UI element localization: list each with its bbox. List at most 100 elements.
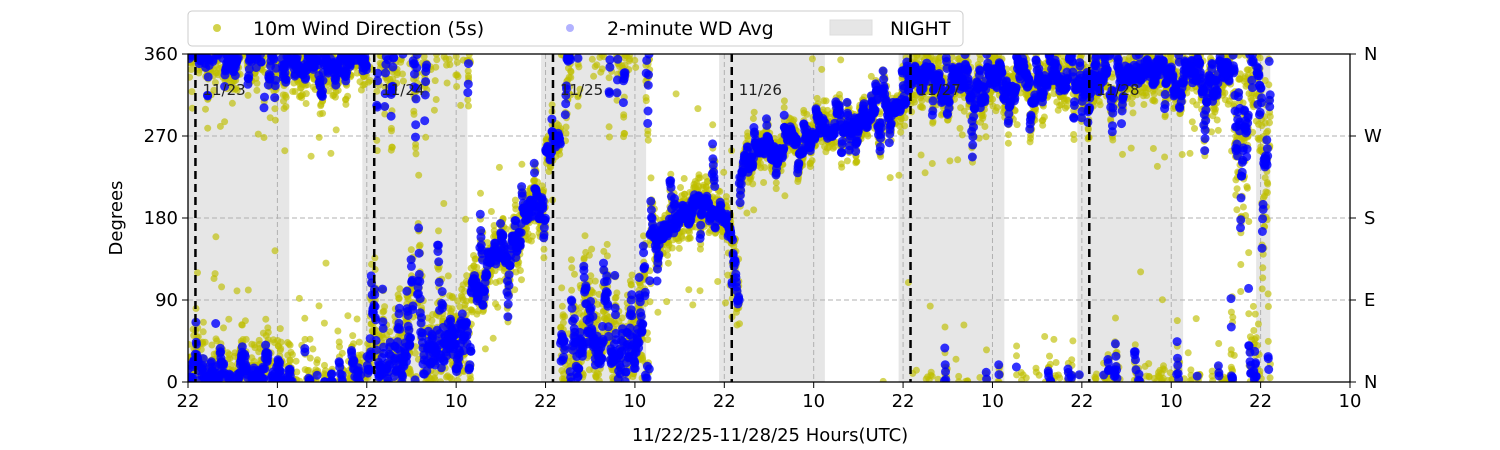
wind-5s-point [444, 272, 452, 280]
wind-5s-point [689, 301, 697, 309]
wind-5s-point [288, 351, 296, 359]
wind-5s-point [465, 102, 472, 110]
wind-5s-point [388, 143, 396, 151]
wind-5s-point [199, 318, 207, 326]
wind-5s-point [431, 77, 439, 85]
wind-5s-point [838, 163, 846, 171]
wind-5s-point [534, 178, 541, 186]
wind-5s-point [487, 208, 495, 215]
wind-5s-point [306, 335, 314, 343]
wind-5s-point [580, 254, 588, 262]
wind-5s-point [325, 87, 332, 95]
wind-5s-point [981, 123, 989, 130]
wind-5s-point [575, 63, 583, 71]
wind-5s-point [664, 251, 671, 259]
wind-5s-point [277, 338, 285, 346]
wind-5s-point [644, 136, 652, 144]
wind-5s-point [709, 121, 717, 129]
wind-5s-point [315, 133, 323, 141]
wind-5s-point [589, 289, 597, 297]
wind-5s-point [453, 83, 461, 90]
wind-5s-point [490, 222, 498, 229]
wind-5s-point [568, 264, 576, 272]
wind-5s-point [216, 122, 224, 130]
wind-5s-point [556, 150, 564, 158]
wind-5s-point [667, 170, 675, 178]
wind-5s-point [202, 105, 209, 113]
wind-5s-point [465, 54, 473, 58]
wind-5s-point [448, 305, 456, 313]
wind-5s-point [954, 156, 962, 164]
wind-5s-point [989, 95, 997, 103]
wind-5s-point [587, 272, 595, 280]
wind-5s-point [686, 234, 694, 242]
wind-5s-point [853, 158, 861, 166]
wind-5s-point [921, 169, 929, 177]
wind-5s-point [901, 122, 909, 130]
wind-5s-point [919, 104, 927, 112]
wind-5s-point [750, 206, 758, 214]
wind-5s-point [428, 317, 436, 325]
wind-5s-point [445, 55, 453, 63]
wind-5s-point [204, 124, 212, 132]
wind-5s-point [760, 179, 768, 186]
wind-5s-point [571, 270, 578, 278]
wind-5s-point [495, 163, 503, 171]
wind-5s-point [590, 72, 598, 80]
wind-5s-point [422, 133, 430, 141]
wind-5s-point [576, 85, 584, 93]
wind-5s-point [912, 366, 920, 374]
wind-5s-point [296, 377, 304, 382]
wind-5s-point [454, 73, 462, 81]
wind-5s-point [353, 315, 361, 323]
wind-5s-point [955, 372, 963, 380]
wind-5s-point [613, 96, 621, 104]
wind-5s-point [334, 327, 342, 335]
wind-5s-point [642, 97, 650, 105]
wind-5s-point [685, 286, 693, 294]
wind-5s-point [1013, 342, 1021, 350]
wind-5s-point [714, 278, 722, 285]
wind-5s-point [722, 299, 729, 307]
wind-5s-point [696, 245, 704, 253]
wind-5s-point [864, 132, 872, 140]
wind-5s-point [581, 232, 589, 240]
wind-5s-point [1005, 131, 1013, 139]
wind-5s-point [430, 106, 438, 114]
wind-5s-point [199, 328, 207, 336]
wind-5s-point [588, 245, 596, 253]
wind-5s-point [926, 302, 934, 310]
wind-5s-point [603, 240, 611, 248]
wind-5s-point [399, 77, 407, 85]
wind-5s-point [254, 130, 262, 138]
wind-5s-point [761, 164, 769, 171]
wind-5s-point [338, 349, 346, 357]
wind-5s-point [781, 192, 789, 200]
wind-5s-point [454, 376, 462, 382]
wind-5s-point [349, 332, 357, 340]
wind-5s-point [628, 271, 636, 279]
wind-5s-point [465, 72, 472, 80]
wind-5s-point [313, 356, 321, 364]
wind-5s-point [631, 56, 639, 64]
wind-5s-point [306, 354, 314, 362]
wind-5s-point [188, 340, 193, 348]
wind-5s-point [399, 70, 406, 78]
wind-5s-point [271, 105, 279, 113]
wind-5s-point [320, 319, 328, 327]
wind-5s-point [309, 345, 317, 353]
wind-5s-point [960, 321, 968, 329]
wind-5s-point [720, 168, 728, 176]
wind-5s-point [454, 297, 462, 305]
wind-5s-point [1013, 121, 1021, 129]
data-points [188, 54, 1275, 382]
wind-5s-point [218, 283, 226, 291]
wind-5s-point [355, 338, 363, 346]
wind-5s-point [315, 302, 323, 310]
wind-5s-point [780, 97, 788, 105]
wind-5s-point [212, 233, 220, 241]
wind-5s-point [886, 174, 894, 182]
wind-5s-point [332, 126, 340, 134]
wind-5s-point [395, 295, 403, 303]
wind-5s-point [435, 227, 442, 235]
